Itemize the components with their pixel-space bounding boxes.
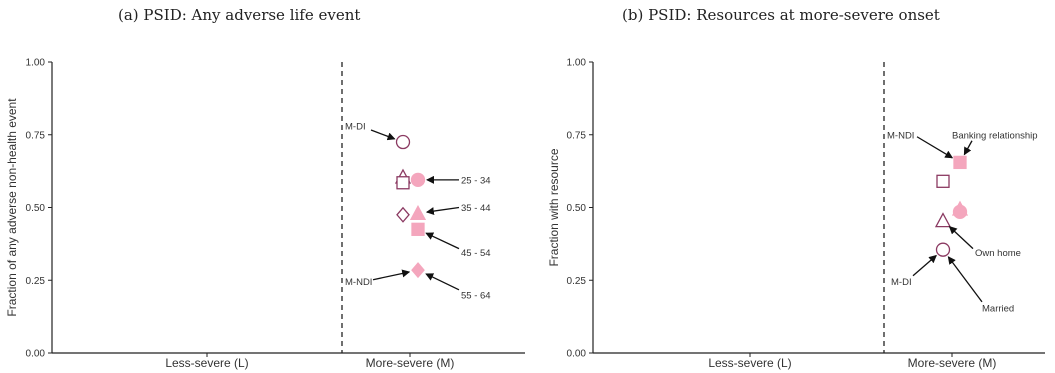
- chart-a-title: (a) PSID: Any adverse life event: [118, 6, 361, 24]
- annotation-label: 35 - 44: [461, 203, 491, 214]
- y-tick-label: 1.00: [567, 58, 587, 69]
- chart-b: 0.00 0.25 0.50 0.75 1.00 Fraction with resour…: [547, 58, 1045, 370]
- data-point-ndi-circle: [410, 172, 426, 188]
- y-tick-label: 0.25: [567, 276, 587, 287]
- annotation-label: 25 - 34: [461, 175, 491, 186]
- y-tick-label: 0.75: [26, 130, 46, 141]
- annotation-label: M-NDI: [887, 130, 914, 141]
- y-tick-label: 1.00: [26, 58, 46, 69]
- y-tick-label: 0.50: [567, 203, 587, 214]
- annotation-label: Banking relationship: [952, 130, 1038, 141]
- data-point-di-circle: [395, 134, 411, 150]
- y-axis-label: Fraction of any adverse non-health event: [5, 98, 19, 317]
- annotation-label: 45 - 54: [461, 248, 491, 259]
- data-point-di-square: [936, 174, 950, 188]
- annotation-arrow: [425, 273, 460, 291]
- annotation-arrow: [372, 269, 411, 281]
- annotation-arrow: [948, 226, 974, 250]
- annotation-arrow: [425, 206, 460, 216]
- annotation-arrow: [947, 256, 983, 303]
- data-point-ndi-triangle: [409, 204, 427, 220]
- x-tick-label: More-severe (M): [366, 356, 455, 370]
- annotation-arrow: [916, 136, 954, 159]
- annotation-arrow: [370, 129, 396, 141]
- y-tick-label: 0.00: [567, 349, 587, 360]
- data-point-ndi-diamond: [411, 262, 425, 279]
- annotation-label: Own home: [975, 248, 1021, 259]
- x-tick-label: More-severe (M): [908, 356, 997, 370]
- annotation-arrow: [912, 254, 937, 277]
- y-tick-label: 0.25: [26, 276, 46, 287]
- y-tick-label: 0.00: [26, 349, 46, 360]
- data-point-di-diamond: [396, 206, 410, 223]
- annotation-arrow: [425, 232, 460, 250]
- annotation-label: Married: [982, 303, 1014, 314]
- data-point-ndi-circle: [952, 204, 968, 220]
- y-tick-label: 0.50: [26, 203, 46, 214]
- chart-b-title: (b) PSID: Resources at more-severe onset: [622, 6, 940, 24]
- y-tick-label: 0.75: [567, 130, 587, 141]
- annotation-label: M-NDI: [345, 277, 372, 288]
- x-tick-label: Less-severe (L): [165, 356, 248, 370]
- annotation-label: M-DI: [891, 277, 912, 288]
- data-point-ndi-square: [953, 155, 967, 170]
- data-point-ndi-square: [411, 222, 425, 236]
- data-point-di-triangle: [934, 212, 952, 228]
- annotation-label: M-DI: [345, 122, 366, 133]
- y-axis-label: Fraction with resource: [547, 148, 561, 266]
- annotation-arrow: [963, 140, 973, 156]
- annotation-label: 55 - 64: [461, 290, 491, 301]
- data-point-di-square: [396, 176, 410, 190]
- x-tick-label: Less-severe (L): [708, 356, 791, 370]
- data-point-di-circle: [935, 242, 951, 257]
- chart-a: 0.00 0.25 0.50 0.75 1.00 Fraction of any adve…: [5, 58, 525, 370]
